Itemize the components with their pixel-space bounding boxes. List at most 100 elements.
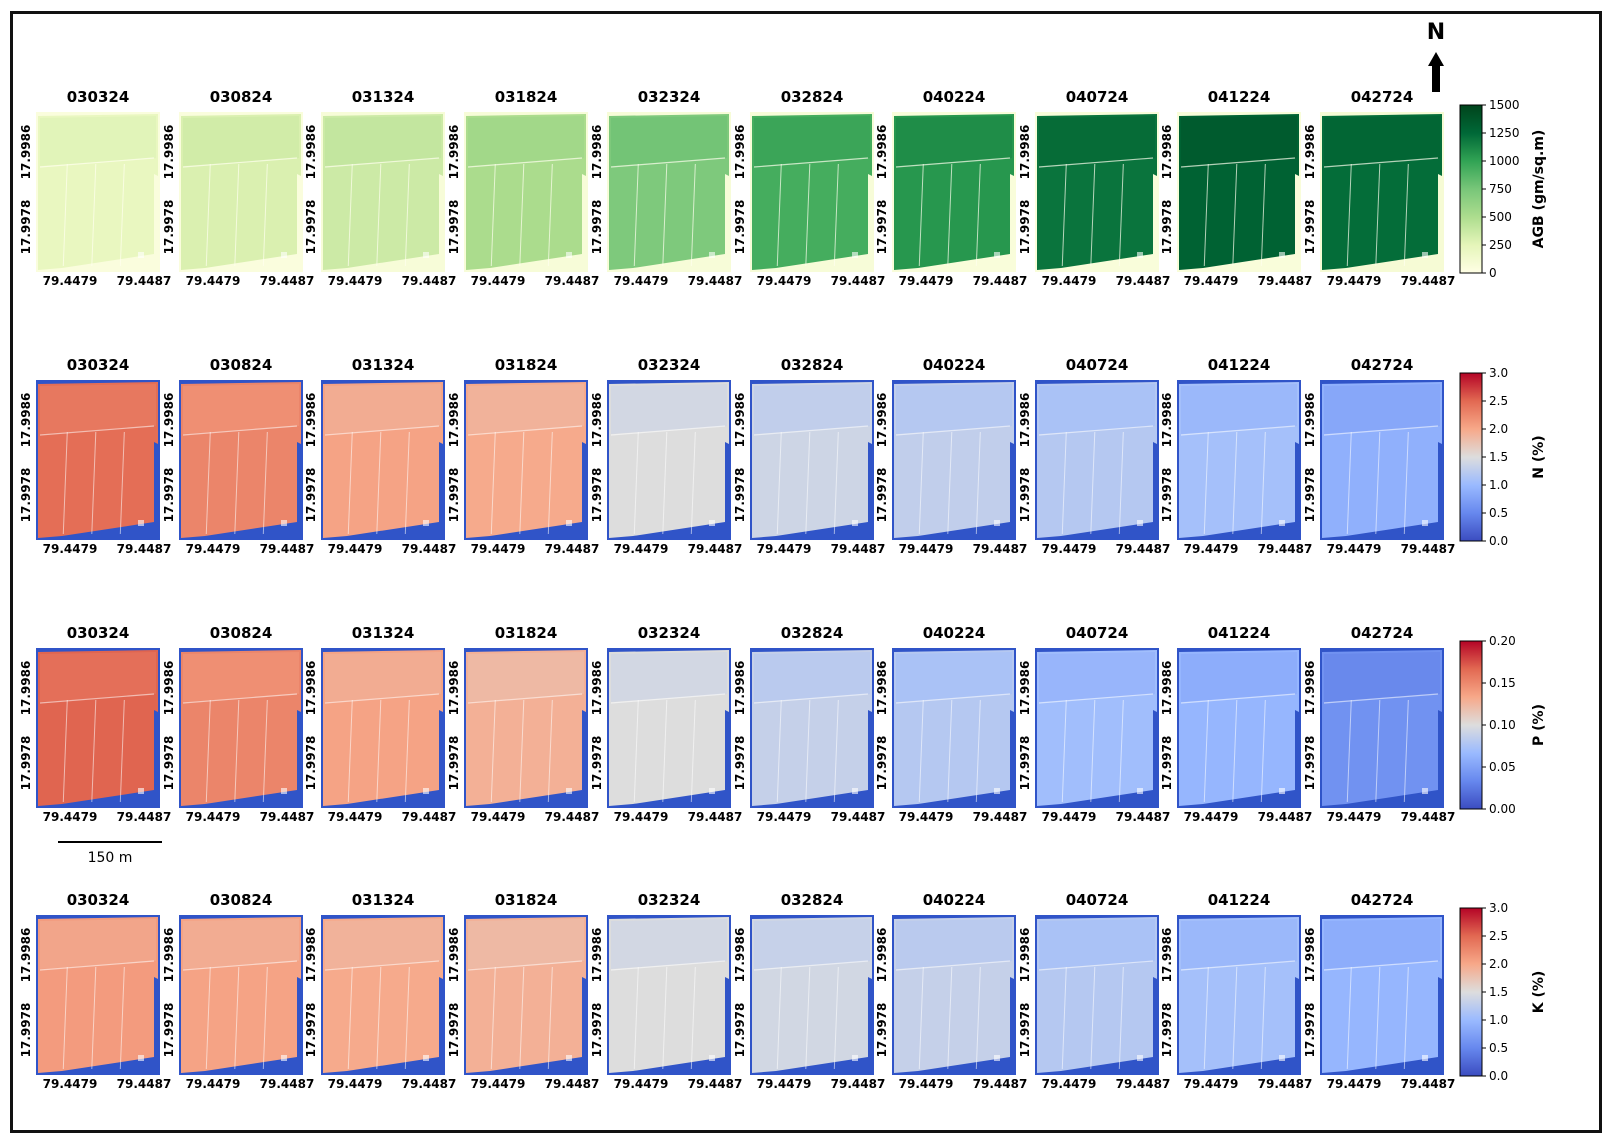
panel-date-title: 032324 — [638, 891, 701, 909]
field-area — [181, 917, 301, 1073]
plot-boundary — [1203, 163, 1209, 267]
latitude-tick: 17.9986 — [875, 393, 889, 448]
latitude-tick: 17.9978 — [1018, 736, 1032, 791]
plot-boundary — [1260, 966, 1266, 1070]
longitude-tick: 79.4487 — [545, 542, 600, 556]
plot-boundary — [690, 966, 696, 1070]
colorbar-n: 0.0 0.5 1.0 1.5 2.0 2.5 3.0 N (%) — [1459, 366, 1547, 548]
plot-boundary — [753, 693, 869, 704]
plot-boundary — [895, 157, 1011, 168]
plot-boundary — [262, 431, 268, 535]
longitude-tick: 79.4479 — [899, 1077, 954, 1091]
field-structure — [1279, 252, 1285, 258]
plot-boundary — [1346, 966, 1352, 1070]
plot-boundary — [490, 163, 496, 267]
plot-boundary — [1260, 699, 1266, 803]
field-structure — [1137, 788, 1143, 794]
colorbar-tick-label: 250 — [1489, 238, 1512, 252]
plot-boundary — [404, 699, 410, 803]
panel-date-title: 042724 — [1351, 891, 1414, 909]
longitude-tick: 79.4487 — [973, 542, 1028, 556]
field-area — [1322, 917, 1442, 1073]
longitude-tick: 79.4479 — [43, 274, 98, 288]
latitude-tick: 17.9978 — [875, 1003, 889, 1058]
latitude-tick: 17.9986 — [1018, 661, 1032, 716]
field-area — [466, 114, 586, 270]
longitude-tick: 79.4479 — [1184, 810, 1239, 824]
plot-boundary — [1118, 163, 1124, 267]
plot-boundary — [347, 163, 353, 267]
map-panel-p-040724: 040724 17.9986 17.9978 79.4479 79.4487 — [1018, 624, 1170, 824]
plot-boundary — [1346, 699, 1352, 803]
panel-date-title: 030324 — [67, 624, 130, 642]
plot-boundary — [690, 699, 696, 803]
panel-date-title: 030824 — [210, 624, 273, 642]
plot-boundary — [805, 431, 811, 535]
latitude-tick: 17.9986 — [733, 125, 747, 180]
plot-boundary — [1061, 163, 1067, 267]
latitude-tick: 17.9978 — [162, 1003, 176, 1058]
plot-boundary — [376, 431, 382, 535]
longitude-tick: 79.4487 — [402, 810, 457, 824]
field-block-north — [896, 116, 1012, 166]
longitude-tick: 79.4487 — [545, 1077, 600, 1091]
plot-boundary — [1090, 431, 1096, 535]
field-area — [1037, 917, 1157, 1073]
longitude-tick: 79.4487 — [973, 810, 1028, 824]
latitude-tick: 17.9978 — [447, 200, 461, 255]
longitude-tick: 79.4479 — [186, 274, 241, 288]
colorbar-tick-label: 2.0 — [1489, 957, 1508, 971]
plot-boundary — [610, 425, 726, 436]
panel-date-title: 032824 — [781, 624, 844, 642]
field-area — [38, 114, 158, 270]
colorbar-tick-label: 500 — [1489, 210, 1512, 224]
plot-boundary — [1090, 966, 1096, 1070]
longitude-tick: 79.4479 — [43, 1077, 98, 1091]
field-block-north — [611, 919, 727, 969]
plot-boundary — [805, 966, 811, 1070]
field-structure — [423, 1055, 429, 1061]
latitude-tick: 17.9978 — [1160, 468, 1174, 523]
map-panel-k-042724: 042724 17.9986 17.9978 79.4479 79.4487 — [1303, 891, 1455, 1091]
plot-boundary — [205, 966, 211, 1070]
field-area — [609, 382, 729, 538]
panel-date-title: 031824 — [495, 891, 558, 909]
map-panel-p-042724: 042724 17.9986 17.9978 79.4479 79.4487 — [1303, 624, 1455, 824]
map-panel-k-040224: 040224 17.9986 17.9978 79.4479 79.4487 — [875, 891, 1027, 1091]
field-structure — [1279, 520, 1285, 526]
plot-boundary — [182, 425, 298, 436]
plot-boundary — [610, 157, 726, 168]
panel-date-title: 031324 — [352, 356, 415, 374]
plot-boundary — [776, 699, 782, 803]
longitude-tick: 79.4487 — [688, 1077, 743, 1091]
panel-date-title: 030324 — [67, 356, 130, 374]
longitude-tick: 79.4487 — [402, 274, 457, 288]
plot-boundary — [234, 431, 240, 535]
map-panel-n-030324: 030324 17.9986 17.9978 79.4479 79.4487 — [19, 356, 171, 556]
map-panel-k-032824: 032824 17.9986 17.9978 79.4479 79.4487 — [733, 891, 885, 1091]
longitude-tick: 79.4487 — [1401, 274, 1456, 288]
map-panel-agb-030324: 030324 17.9986 17.9978 79.4479 79.4487 — [19, 88, 171, 288]
field-area — [894, 917, 1014, 1073]
panel-date-title: 040224 — [923, 88, 986, 106]
plot-boundary — [662, 163, 668, 267]
plot-boundary — [62, 966, 68, 1070]
colorbar-tick-label: 1500 — [1489, 98, 1520, 112]
longitude-tick: 79.4479 — [614, 810, 669, 824]
plot-boundary — [467, 693, 583, 704]
plot-boundary — [119, 163, 125, 267]
latitude-tick: 17.9978 — [733, 468, 747, 523]
map-panel-agb-042724: 042724 17.9986 17.9978 79.4479 79.4487 — [1303, 88, 1455, 288]
colorbar-tick-label: 0.10 — [1489, 718, 1516, 732]
longitude-tick: 79.4487 — [260, 1077, 315, 1091]
plot-boundary — [490, 431, 496, 535]
field-structure — [709, 788, 715, 794]
longitude-tick: 79.4487 — [1116, 810, 1171, 824]
latitude-tick: 17.9978 — [590, 200, 604, 255]
plot-boundary — [805, 163, 811, 267]
field-structure — [1279, 788, 1285, 794]
panel-date-title: 030824 — [210, 356, 273, 374]
longitude-tick: 79.4479 — [1042, 542, 1097, 556]
plot-boundary — [753, 425, 869, 436]
